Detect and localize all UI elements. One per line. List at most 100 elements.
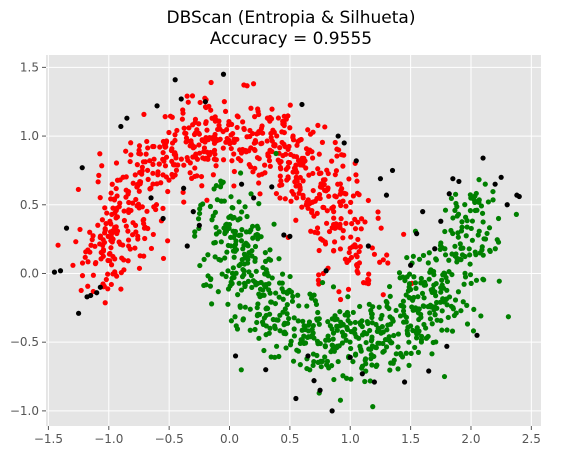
data-point bbox=[470, 328, 477, 334]
data-point bbox=[294, 142, 300, 148]
data-point bbox=[216, 118, 222, 124]
data-point bbox=[281, 322, 287, 328]
data-point bbox=[352, 352, 359, 358]
data-point bbox=[224, 127, 230, 133]
data-point bbox=[290, 358, 297, 364]
data-point bbox=[376, 326, 382, 332]
data-point bbox=[133, 196, 139, 203]
data-point bbox=[109, 181, 115, 187]
data-point bbox=[254, 319, 260, 326]
data-point bbox=[395, 331, 402, 337]
y-tick-label: −0.5 bbox=[10, 335, 39, 349]
data-point bbox=[75, 310, 82, 316]
data-point bbox=[228, 145, 234, 152]
data-point bbox=[330, 330, 337, 336]
data-point bbox=[454, 259, 460, 265]
data-point bbox=[420, 209, 426, 215]
data-point bbox=[220, 145, 226, 151]
data-point bbox=[279, 271, 286, 277]
data-point bbox=[337, 181, 343, 187]
data-point bbox=[467, 252, 473, 258]
data-point bbox=[271, 142, 277, 149]
data-point bbox=[113, 224, 119, 230]
data-point bbox=[352, 226, 359, 232]
data-point bbox=[150, 181, 156, 187]
data-point bbox=[250, 169, 256, 175]
data-point bbox=[334, 327, 340, 333]
data-point bbox=[347, 339, 353, 345]
data-point bbox=[230, 205, 236, 211]
data-point bbox=[232, 241, 239, 247]
data-point bbox=[316, 247, 322, 254]
data-point bbox=[399, 354, 406, 360]
data-point bbox=[460, 299, 466, 305]
data-point bbox=[278, 178, 284, 184]
data-point bbox=[240, 119, 246, 125]
data-point bbox=[269, 184, 275, 190]
data-point bbox=[445, 314, 451, 321]
data-point bbox=[141, 111, 147, 117]
data-point bbox=[269, 275, 275, 281]
data-point bbox=[147, 158, 153, 164]
data-point bbox=[95, 179, 101, 185]
data-point bbox=[88, 242, 94, 248]
data-point bbox=[479, 210, 486, 216]
data-point bbox=[238, 238, 245, 244]
data-point bbox=[162, 163, 169, 169]
data-point bbox=[219, 271, 225, 277]
data-point bbox=[192, 229, 198, 235]
data-point bbox=[267, 163, 273, 169]
data-point bbox=[310, 323, 316, 329]
data-point bbox=[363, 339, 369, 346]
data-point bbox=[124, 115, 130, 121]
data-point bbox=[469, 218, 476, 224]
data-point bbox=[267, 325, 273, 331]
data-point bbox=[455, 289, 462, 295]
data-point bbox=[172, 77, 178, 83]
data-point bbox=[202, 99, 208, 105]
data-point bbox=[397, 313, 404, 319]
data-point bbox=[354, 264, 361, 270]
data-point bbox=[161, 158, 167, 164]
data-point bbox=[306, 319, 313, 325]
data-point bbox=[173, 152, 179, 158]
data-point bbox=[245, 243, 251, 249]
data-point bbox=[142, 235, 148, 242]
data-point bbox=[473, 190, 479, 197]
data-point bbox=[352, 331, 358, 337]
data-point bbox=[123, 223, 129, 229]
data-point bbox=[157, 144, 163, 150]
data-point bbox=[196, 142, 202, 148]
data-point bbox=[389, 167, 396, 174]
x-tick-label: 2.0 bbox=[461, 432, 480, 446]
data-point bbox=[387, 293, 393, 299]
data-point bbox=[197, 262, 203, 269]
data-point bbox=[404, 254, 410, 261]
data-point bbox=[209, 301, 215, 307]
data-point bbox=[352, 319, 358, 326]
data-point bbox=[418, 314, 424, 320]
data-point bbox=[266, 281, 272, 287]
data-point bbox=[316, 321, 322, 327]
data-point bbox=[137, 178, 143, 185]
data-point bbox=[181, 162, 187, 168]
data-point bbox=[275, 115, 282, 121]
data-point bbox=[271, 221, 277, 227]
data-point bbox=[366, 301, 372, 307]
data-point bbox=[452, 243, 458, 249]
data-point bbox=[129, 232, 136, 238]
data-point bbox=[293, 154, 300, 160]
data-point bbox=[450, 215, 456, 221]
data-point bbox=[296, 303, 302, 309]
data-point bbox=[237, 304, 243, 310]
data-point bbox=[295, 292, 301, 298]
data-point bbox=[165, 238, 171, 244]
data-point bbox=[273, 290, 279, 296]
data-point bbox=[504, 202, 510, 208]
data-point bbox=[119, 255, 125, 261]
data-point bbox=[498, 174, 504, 180]
data-point bbox=[345, 286, 352, 293]
data-point bbox=[111, 196, 117, 202]
data-point bbox=[340, 198, 346, 204]
